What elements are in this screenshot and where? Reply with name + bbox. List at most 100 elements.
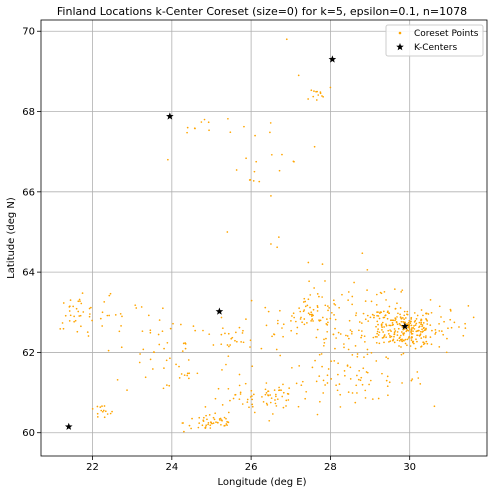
coreset-point	[307, 312, 310, 315]
coreset-point	[278, 386, 280, 389]
coreset-point	[385, 324, 388, 327]
coreset-point	[236, 340, 238, 343]
coreset-point	[387, 357, 389, 360]
coreset-point	[238, 398, 241, 401]
coreset-point	[321, 296, 323, 298]
coreset-point	[182, 342, 185, 345]
coreset-point	[269, 394, 272, 396]
coreset-point	[72, 305, 75, 308]
coreset-point	[410, 316, 413, 319]
coreset-point	[319, 319, 322, 322]
coreset-point	[207, 121, 210, 124]
coreset-point	[338, 383, 341, 386]
coreset-point	[414, 347, 417, 350]
coreset-point	[165, 359, 168, 362]
coreset-point	[368, 383, 370, 386]
coreset-point	[332, 333, 335, 336]
coreset-point	[180, 323, 182, 326]
coreset-point	[285, 38, 288, 41]
coreset-point	[406, 310, 409, 313]
coreset-point	[282, 406, 285, 409]
coreset-point	[144, 376, 147, 379]
coreset-point	[403, 318, 406, 321]
coreset-point	[103, 301, 106, 303]
coreset-point	[305, 390, 308, 393]
coreset-point	[367, 320, 370, 322]
coreset-point	[246, 401, 249, 403]
coreset-point	[229, 131, 232, 134]
coreset-point	[405, 330, 408, 333]
coreset-point	[412, 327, 415, 329]
coreset-point	[328, 307, 330, 309]
coreset-point	[407, 321, 410, 324]
coreset-point	[77, 310, 80, 313]
coreset-point	[96, 416, 99, 418]
coreset-point	[393, 331, 396, 334]
coreset-point	[207, 421, 210, 424]
coreset-point	[425, 327, 427, 330]
coreset-point	[415, 322, 418, 325]
coreset-point	[385, 336, 387, 339]
coreset-point	[221, 404, 224, 406]
coreset-point	[376, 311, 378, 313]
coreset-point	[282, 335, 284, 338]
legend-k-centers-marker	[396, 43, 404, 51]
x-axis-ticks: 22 24 26 28 30	[86, 456, 416, 473]
coreset-point	[101, 405, 103, 407]
coreset-point	[324, 280, 326, 282]
coreset-point	[403, 314, 406, 317]
coreset-point	[316, 413, 319, 416]
coreset-point	[378, 342, 381, 345]
coreset-point	[348, 337, 350, 340]
coreset-point	[420, 319, 423, 321]
coreset-point	[238, 326, 241, 329]
coreset-point	[364, 397, 367, 399]
coreset-point	[318, 295, 320, 298]
coreset-point	[303, 309, 306, 311]
coreset-point	[394, 319, 396, 322]
coreset-point	[162, 387, 165, 390]
coreset-point	[378, 317, 381, 320]
coreset-point	[434, 333, 436, 335]
coreset-point	[416, 330, 419, 332]
coreset-point	[355, 384, 358, 387]
coreset-point	[275, 395, 277, 398]
coreset-point	[258, 180, 261, 183]
coreset-point	[229, 344, 232, 346]
coreset-point	[404, 317, 407, 319]
coreset-point	[204, 406, 207, 408]
coreset-point	[408, 323, 410, 326]
coreset-point	[361, 330, 363, 332]
plot-area	[41, 20, 487, 456]
coreset-point	[386, 375, 389, 378]
coreset-point	[242, 329, 244, 332]
coreset-point	[413, 312, 416, 314]
coreset-point	[227, 332, 230, 335]
coreset-point	[209, 427, 212, 429]
coreset-point	[273, 389, 276, 392]
coreset-point	[321, 316, 324, 319]
coreset-point	[388, 341, 390, 343]
coreset-point	[361, 383, 364, 386]
coreset-point	[421, 328, 423, 331]
coreset-point	[250, 299, 253, 302]
coreset-point	[114, 314, 117, 316]
coreset-point	[217, 421, 219, 424]
coreset-point	[214, 397, 217, 400]
coreset-point	[410, 330, 412, 333]
coreset-point	[68, 310, 71, 312]
grid-lines	[41, 20, 487, 456]
coreset-point	[210, 421, 212, 423]
coreset-point	[279, 354, 282, 357]
coreset-point	[387, 329, 390, 332]
coreset-point	[400, 291, 403, 293]
coreset-point	[377, 315, 380, 317]
coreset-point	[316, 293, 319, 295]
coreset-point	[226, 424, 228, 427]
coreset-point	[411, 332, 414, 335]
coreset-point	[438, 305, 441, 308]
coreset-point	[398, 337, 401, 340]
coreset-point	[186, 126, 189, 129]
coreset-point	[401, 340, 404, 343]
coreset-point	[183, 374, 186, 377]
